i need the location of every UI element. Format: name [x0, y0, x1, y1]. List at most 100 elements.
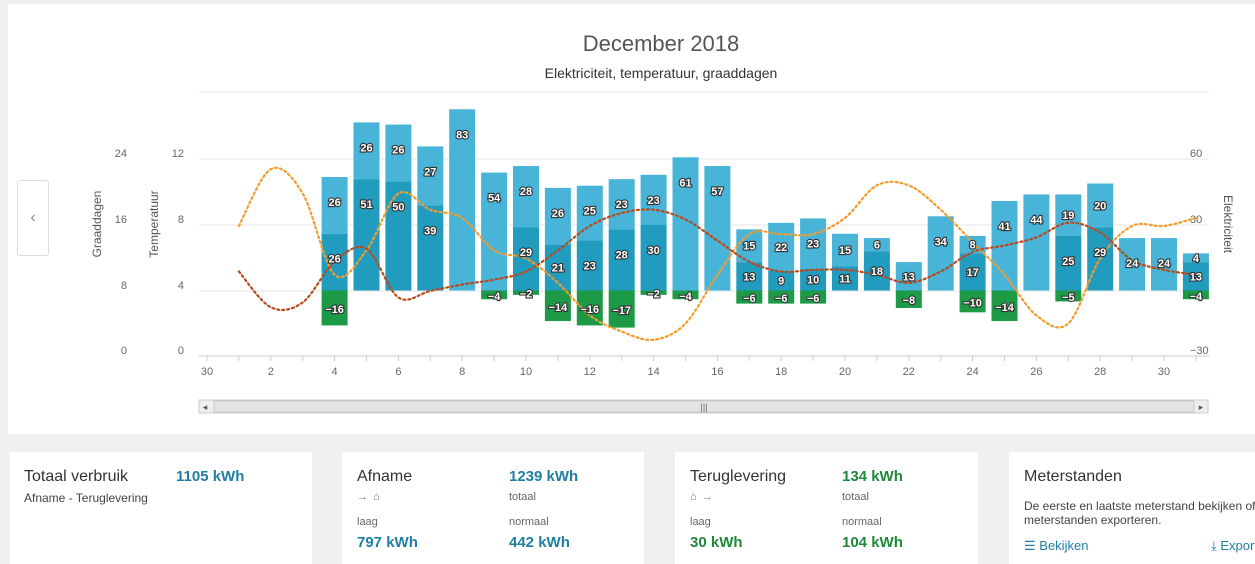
bar-laag[interactable] [321, 233, 348, 291]
data-label: −14 [995, 302, 1015, 314]
totaal-value: 1105 kWh [176, 468, 245, 485]
data-label: 28 [616, 249, 628, 261]
meterstanden-description: De eerste en laatste meterstand bekijken… [1024, 499, 1255, 527]
bar-normaal[interactable] [449, 109, 476, 291]
bar-teruglevering[interactable] [768, 290, 795, 304]
afname-normaal-value: 442 kWh [509, 534, 570, 551]
bar-teruglevering[interactable] [640, 290, 667, 295]
data-label: 34 [935, 236, 948, 248]
data-label: 39 [424, 225, 436, 237]
bar-teruglevering[interactable] [1182, 290, 1209, 300]
x-tick-label: 24 [966, 366, 978, 378]
card-afname: Afname → ⌂ 1239 kWh totaal laag 797 kWh … [342, 452, 644, 564]
bar-laag[interactable] [576, 240, 603, 291]
bar-laag[interactable] [640, 225, 667, 291]
data-label: −14 [549, 302, 569, 314]
x-tick-label: 2 [268, 366, 274, 378]
bar-laag[interactable] [1182, 262, 1209, 291]
bar-teruglevering[interactable] [513, 290, 539, 295]
bar-normaal[interactable] [832, 233, 858, 267]
list-icon: ☰ [1024, 538, 1040, 553]
bar-normaal[interactable] [704, 166, 731, 291]
afname-normaal-label: normaal [509, 516, 549, 528]
bar-laag[interactable] [800, 268, 827, 291]
bar-normaal[interactable] [417, 146, 444, 206]
bar-normaal[interactable] [321, 176, 348, 234]
data-label: −4 [1190, 291, 1203, 303]
bar-laag[interactable] [1055, 235, 1082, 291]
bar-normaal[interactable] [385, 124, 412, 182]
data-label: 22 [775, 242, 787, 254]
bar-normaal[interactable] [353, 122, 380, 180]
data-label: 23 [807, 238, 819, 250]
bar-laag[interactable] [863, 251, 890, 291]
x-tick-label: 8 [459, 366, 465, 378]
bar-normaal[interactable] [1182, 253, 1209, 263]
bar-teruglevering[interactable] [991, 290, 1018, 322]
data-label: 13 [1190, 271, 1202, 283]
scroll-right-icon[interactable]: ▸ [1199, 402, 1204, 412]
bar-normaal[interactable] [927, 216, 954, 291]
chart-scrollbar[interactable]: ◂ ▸ ||| [198, 399, 1209, 414]
bar-normaal[interactable] [1151, 238, 1177, 291]
bar-normaal[interactable] [1087, 183, 1114, 228]
energy-chart: December 2018 Elektriciteit, temperatuur… [90, 31, 1235, 414]
meterstanden-title: Meterstanden [1024, 468, 1122, 485]
teruglevering-total-value: 134 kWh [842, 468, 903, 485]
data-label: 26 [328, 254, 340, 266]
bar-teruglevering[interactable] [1055, 290, 1082, 302]
bar-teruglevering[interactable] [895, 290, 922, 308]
scrollbar-thumb[interactable] [213, 400, 1195, 413]
data-label: −8 [903, 295, 916, 307]
bar-teruglevering[interactable] [544, 290, 571, 322]
bar-teruglevering[interactable] [800, 290, 827, 304]
x-tick-label: 10 [520, 366, 532, 378]
data-label: 9 [778, 276, 784, 288]
bekijken-link[interactable]: ☰ Bekijken [1024, 538, 1088, 554]
bar-normaal[interactable] [895, 262, 922, 291]
bar-laag[interactable] [959, 253, 986, 291]
afname-laag-value: 797 kWh [357, 534, 418, 551]
previous-month-button[interactable]: ‹ [17, 180, 49, 256]
data-label: −4 [679, 291, 692, 303]
bar-teruglevering[interactable] [608, 290, 635, 328]
bar-laag[interactable] [736, 262, 763, 291]
bar-teruglevering[interactable] [736, 290, 763, 304]
teruglevering-direction-icon: ⌂ → [690, 491, 714, 503]
bar-normaal[interactable] [513, 166, 539, 228]
bar-normaal[interactable] [544, 187, 571, 245]
bar-normaal[interactable] [1023, 194, 1050, 291]
bar-normaal[interactable] [768, 222, 795, 271]
scroll-left-icon[interactable]: ◂ [203, 402, 208, 412]
data-label: 23 [584, 260, 596, 272]
bar-normaal[interactable] [959, 235, 986, 254]
bar-teruglevering[interactable] [672, 290, 699, 300]
bar-teruglevering[interactable] [481, 290, 508, 300]
data-label: 10 [807, 275, 819, 287]
bar-normaal[interactable] [800, 218, 827, 269]
x-tick-label: 12 [584, 366, 596, 378]
data-label: 8 [970, 240, 976, 252]
bar-laag[interactable] [608, 229, 635, 291]
bar-teruglevering[interactable] [321, 290, 348, 326]
bar-normaal[interactable] [991, 200, 1018, 291]
bar-normaal[interactable] [1055, 194, 1082, 236]
data-label: −17 [612, 305, 631, 317]
bar-normaal[interactable] [863, 238, 890, 252]
data-label: 17 [966, 267, 978, 279]
chart-subtitle: Elektriciteit, temperatuur, graaddagen [545, 65, 778, 81]
graaddagen-tick-label: 8 [121, 280, 127, 292]
x-tick-label: 26 [1030, 366, 1042, 378]
scrollbar-grip-icon[interactable]: ||| [700, 402, 707, 412]
bar-normaal[interactable] [608, 179, 635, 230]
elektriciteit-tick-label: 30 [1190, 214, 1202, 226]
card-meterstanden: Meterstanden De eerste en laatste meters… [1009, 452, 1255, 564]
bar-laag[interactable] [768, 270, 795, 291]
bar-laag[interactable] [385, 181, 412, 291]
bar-normaal[interactable] [640, 174, 667, 225]
exporteren-link[interactable]: ⤓ Exporteren [1211, 538, 1255, 554]
bar-teruglevering[interactable] [959, 290, 986, 313]
bar-laag[interactable] [417, 205, 444, 291]
data-label: 61 [679, 177, 691, 189]
bar-normaal[interactable] [481, 172, 508, 291]
